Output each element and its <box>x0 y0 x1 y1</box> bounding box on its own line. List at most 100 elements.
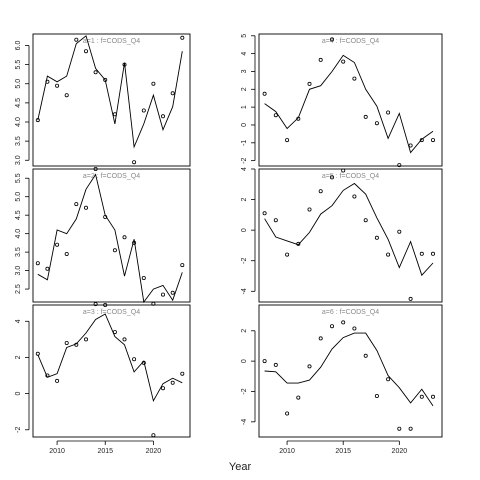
x-tick-label: 2010 <box>49 448 65 455</box>
y-tick-label: -2 <box>241 388 248 394</box>
observed-point <box>273 113 278 118</box>
y-tick-label: 2.5 <box>15 284 22 294</box>
y-tick-label: 5.0 <box>15 192 22 202</box>
x-tick-label: 2020 <box>392 448 408 455</box>
y-tick-label: 5 <box>241 34 248 38</box>
observed-point <box>141 360 146 365</box>
observed-point <box>363 114 368 119</box>
y-tick-label: 0 <box>241 123 248 127</box>
y-tick-label: 4 <box>15 319 22 323</box>
observed-point <box>151 81 156 86</box>
observed-point <box>84 205 89 210</box>
observed-point <box>160 114 165 119</box>
observed-point <box>112 248 117 253</box>
observed-point <box>341 320 346 325</box>
observed-point <box>273 218 278 223</box>
y-tick-label: 0 <box>241 359 248 363</box>
observed-point <box>329 37 334 42</box>
fitted-line <box>264 182 434 277</box>
observed-point <box>170 91 175 96</box>
observed-point <box>318 336 323 341</box>
observed-point <box>84 49 89 54</box>
y-tick-label: 5.5 <box>15 60 22 70</box>
observed-point <box>318 57 323 62</box>
observed-point <box>397 229 402 234</box>
observed-point <box>262 91 267 96</box>
observed-point <box>84 337 89 342</box>
observed-point <box>93 70 98 75</box>
y-tick-label: 2 <box>15 355 22 359</box>
observed-point <box>170 380 175 385</box>
observed-point <box>141 108 146 113</box>
observed-point <box>64 251 69 256</box>
observed-point <box>285 411 290 416</box>
observed-point <box>285 252 290 257</box>
observed-point <box>285 138 290 143</box>
fitted-line <box>264 54 434 154</box>
panel-frame <box>258 33 443 167</box>
observed-point <box>307 81 312 86</box>
panel-title: a=4 : f=CODS_Q4 <box>322 38 379 45</box>
observed-point <box>318 189 323 194</box>
observed-point <box>122 62 127 67</box>
observed-point <box>103 77 108 82</box>
observed-point <box>93 302 98 307</box>
observed-point <box>262 211 267 216</box>
panel-2: a=2 : f=CODS_Q4 2.5 3.0 3.5 4.0 4.5 5.0 5.5 <box>15 166 191 306</box>
observed-point <box>430 394 435 399</box>
y-tick-label: 0 <box>241 228 248 232</box>
y-tick-label: 0 <box>15 392 22 396</box>
observed-point <box>112 330 117 335</box>
observed-point <box>35 351 40 356</box>
observed-point <box>296 395 301 400</box>
observed-point <box>170 290 175 295</box>
observed-point <box>408 426 413 431</box>
panel-frame <box>258 168 443 303</box>
observed-point <box>74 37 79 42</box>
observed-point <box>363 218 368 223</box>
observed-point <box>273 362 278 367</box>
y-tick-label: 1 <box>241 105 248 109</box>
observed-point <box>363 353 368 358</box>
observed-point <box>352 326 357 331</box>
panel-4: a=4 : f=CODS_Q4 -2 -1 0 1 2 3 4 5 <box>241 33 443 168</box>
y-tick-label: 3.5 <box>15 247 22 257</box>
observed-point <box>341 168 346 173</box>
fitted-line <box>37 35 183 149</box>
panel-frame <box>258 304 443 438</box>
observed-point <box>132 357 137 362</box>
observed-point <box>45 79 50 84</box>
observed-point <box>132 160 137 165</box>
y-tick-label: 2 <box>241 87 248 91</box>
panel-frame <box>32 168 191 303</box>
observed-point <box>141 275 146 280</box>
y-tick-label: 5.5 <box>15 173 22 183</box>
fitted-line <box>37 173 183 304</box>
observed-point <box>112 112 117 117</box>
y-tick-label: 3.5 <box>15 136 22 146</box>
observed-point <box>419 138 424 143</box>
y-tick-label: -1 <box>241 140 248 146</box>
fitted-line <box>264 332 434 407</box>
observed-point <box>74 202 79 207</box>
observed-point <box>386 377 391 382</box>
y-tick-label: 4.5 <box>15 210 22 220</box>
observed-point <box>307 364 312 369</box>
panel-title: a=6 : f=CODS_Q4 <box>322 309 379 316</box>
observed-point <box>151 433 156 438</box>
observed-point <box>93 166 98 171</box>
observed-point <box>103 302 108 307</box>
observed-point <box>45 266 50 271</box>
observed-point <box>374 235 379 240</box>
x-tick-label: 2015 <box>97 448 113 455</box>
observed-point <box>374 121 379 126</box>
panel-3: a=3 : f=CODS_Q4 -2 0 2 4 2010 2015 2020 <box>15 302 191 455</box>
observed-point <box>386 110 391 115</box>
observed-point <box>45 373 50 378</box>
observed-point <box>180 35 185 40</box>
x-axis-title: Year <box>229 461 252 473</box>
observed-point <box>160 386 165 391</box>
observed-point <box>329 324 334 329</box>
